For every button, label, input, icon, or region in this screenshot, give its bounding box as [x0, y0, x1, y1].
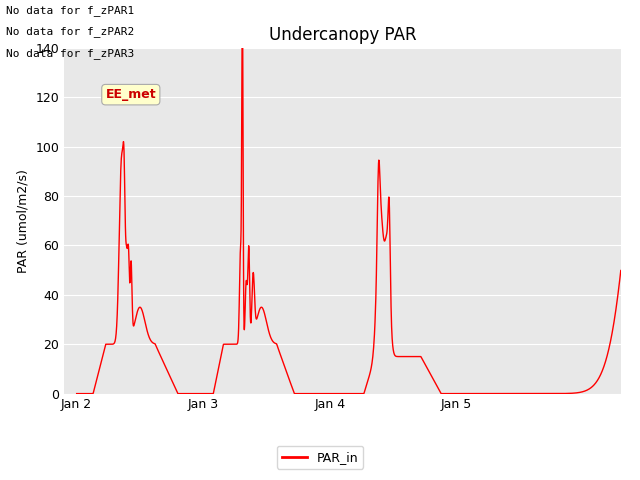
Text: No data for f_zPAR3: No data for f_zPAR3	[6, 48, 134, 59]
Text: No data for f_zPAR1: No data for f_zPAR1	[6, 5, 134, 16]
Y-axis label: PAR (umol/m2/s): PAR (umol/m2/s)	[17, 169, 29, 273]
Text: EE_met: EE_met	[106, 88, 156, 101]
Legend: PAR_in: PAR_in	[276, 446, 364, 469]
Text: No data for f_zPAR2: No data for f_zPAR2	[6, 26, 134, 37]
Title: Undercanopy PAR: Undercanopy PAR	[269, 25, 416, 44]
